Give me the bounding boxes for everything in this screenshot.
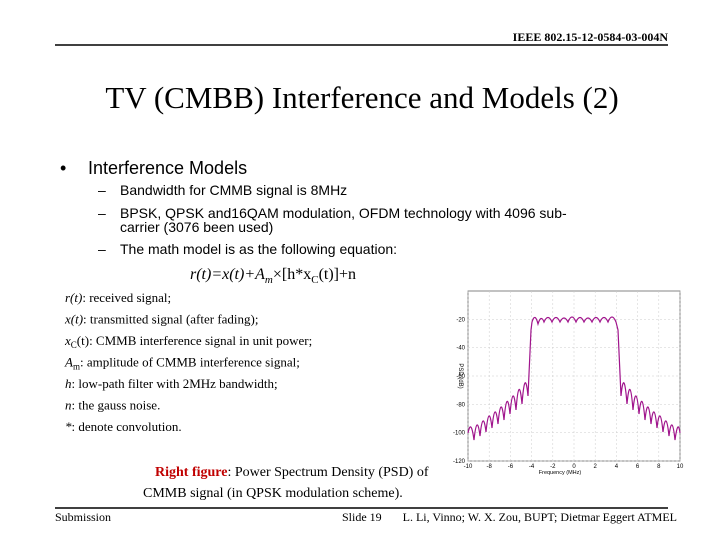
header-id: IEEE 802.15-12-0584-03-004N [513, 30, 669, 44]
definition: *: denote convolution. [65, 419, 182, 434]
def-term: A [64, 355, 73, 370]
figure-frame [453, 283, 685, 471]
eq-sub: m [265, 274, 273, 286]
subitem: BPSK, QPSK and16QAM modulation, OFDM tec… [120, 205, 567, 221]
def-text: : received signal; [82, 290, 171, 305]
equation: r(t)=x(t)+Am×[h*xC(t)]+n [190, 266, 356, 286]
def-sub: C [71, 340, 77, 350]
x-tick-label: 0 [572, 464, 576, 470]
y-tick-label: -60 [456, 374, 465, 380]
x-axis-label: Frequency (MHz) [539, 470, 582, 476]
eq-part: (t)]+n [319, 266, 356, 283]
definition: x(t): transmitted signal (after fading); [64, 312, 259, 327]
def-term: h [65, 376, 72, 391]
definition: xC(t): CMMB interference signal in unit … [64, 333, 312, 350]
x-tick-label: 10 [677, 464, 684, 470]
caption-label: Right figure [155, 465, 227, 480]
y-axis-label: PSD (dB) [457, 363, 463, 388]
caption-text: : Power Spectrum Density (PSD) of [227, 465, 428, 480]
definition: h: low-path filter with 2MHz bandwidth; [65, 376, 278, 391]
footer-center: Slide 19 [342, 510, 382, 524]
x-tick-label: -8 [487, 464, 493, 470]
eq-part: r(t)=x(t)+A [190, 266, 265, 283]
x-tick-label: 8 [657, 464, 661, 470]
x-tick-label: -10 [464, 464, 473, 470]
slide-title: TV (CMBB) Interference and Models (2) [105, 80, 618, 115]
footer-right: L. Li, Vinno; W. X. Zou, BUPT; Dietmar E… [403, 510, 677, 524]
psd-figure: -20-40-60-80-100-120-10 -8 -6 -4 -2 0 2 4 6 8 10Fr… [453, 283, 685, 476]
y-tick-label: -40 [456, 346, 465, 352]
subitem: carrier (3076 been used) [120, 219, 273, 235]
x-tick-label: 2 [594, 464, 598, 470]
y-tick-label: -80 [456, 402, 465, 408]
dash: – [98, 205, 106, 221]
def-text: : the gauss noise. [72, 398, 161, 413]
y-tick-label: -20 [456, 317, 465, 323]
definitions: r(t): received signal; x(t): transmitted … [64, 290, 312, 434]
def-term: n [65, 398, 72, 413]
subitem: Bandwidth for CMMB signal is 8MHz [120, 182, 347, 198]
def-term: x [64, 333, 71, 348]
psd-curve [467, 316, 681, 441]
caption-line: Right figure: Power Spectrum Density (PS… [155, 465, 429, 480]
subitem: The math model is as the following equat… [120, 241, 397, 257]
y-tick-label: -100 [453, 431, 466, 437]
eq-sub: C [311, 274, 318, 286]
x-tick-label: -6 [508, 464, 514, 470]
def-text: : denote convolution. [72, 419, 182, 434]
def-term: r(t) [65, 290, 82, 305]
def-term: x(t) [64, 312, 83, 327]
bullet-text: Interference Models [88, 158, 247, 178]
def-text: : amplitude of CMMB interference signal; [80, 355, 300, 370]
def-text: (t): CMMB interference signal in unit po… [77, 333, 312, 348]
def-text: : transmitted signal (after fading); [83, 312, 258, 327]
dash: – [98, 182, 106, 198]
def-term: * [65, 419, 72, 434]
caption-line: CMMB signal (in QPSK modulation scheme). [143, 486, 403, 501]
subitems: – Bandwidth for CMMB signal is 8MHz – BP… [98, 182, 567, 257]
definition: n: the gauss noise. [65, 398, 160, 413]
x-tick-label: 4 [615, 464, 619, 470]
definition: Am: amplitude of CMMB interference signa… [64, 355, 300, 372]
bullet-dot: • [60, 158, 66, 178]
footer-left: Submission [55, 510, 111, 524]
y-tick-label: -120 [453, 459, 466, 465]
x-tick-label: -4 [529, 464, 535, 470]
def-sub: m [73, 362, 80, 372]
def-text: : low-path filter with 2MHz bandwidth; [72, 376, 278, 391]
x-tick-label: 6 [636, 464, 640, 470]
definition: r(t): received signal; [65, 290, 171, 305]
dash: – [98, 241, 106, 257]
x-tick-label: -2 [550, 464, 556, 470]
eq-part: ×[h*x [273, 266, 311, 283]
